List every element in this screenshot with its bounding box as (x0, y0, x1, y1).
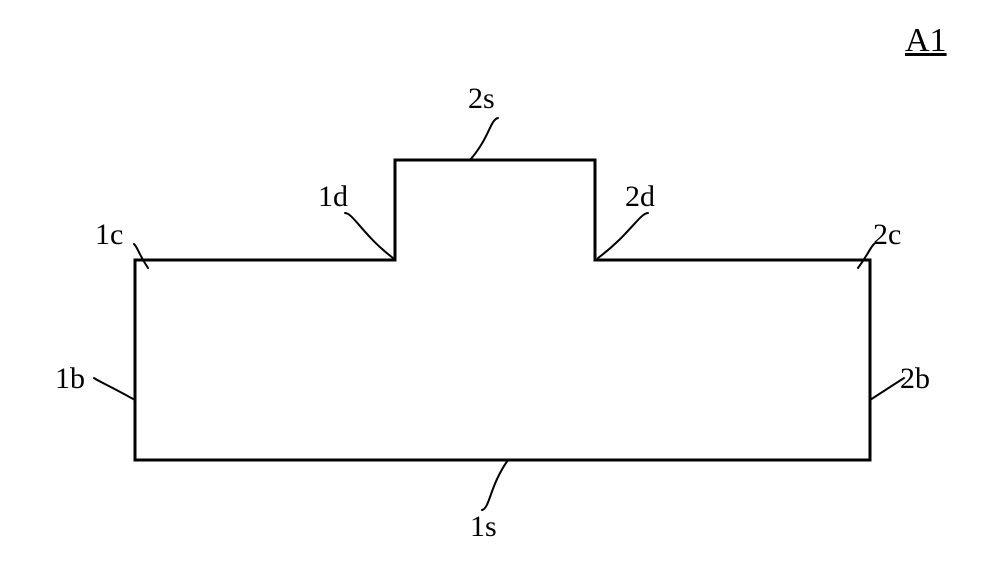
diagram-svg (0, 0, 1000, 581)
leader-left_step (345, 213, 393, 258)
label-1b-left-side: 1b (55, 362, 85, 396)
label-2b-right-side: 2b (900, 362, 930, 396)
leader-left_side (94, 378, 135, 400)
label-2c-right-shoulder: 2c (873, 218, 901, 252)
leader-right_side (870, 378, 904, 400)
label-2s-top: 2s (468, 82, 495, 116)
leader-top (470, 118, 498, 160)
t-shape-outline (135, 160, 870, 460)
diagram-title: A1 (905, 22, 947, 60)
label-1s-bottom: 1s (470, 510, 497, 544)
label-1d-left-step: 1d (318, 180, 348, 214)
diagram-container: A1 2s 1d 2d 1c 2c 1b 2b 1s (0, 0, 1000, 581)
leader-bottom (482, 460, 508, 510)
label-2d-right-step: 2d (625, 180, 655, 214)
leader-right_step (598, 213, 648, 258)
label-1c-left-shoulder: 1c (95, 218, 123, 252)
leader-right_shoulder (858, 244, 874, 268)
